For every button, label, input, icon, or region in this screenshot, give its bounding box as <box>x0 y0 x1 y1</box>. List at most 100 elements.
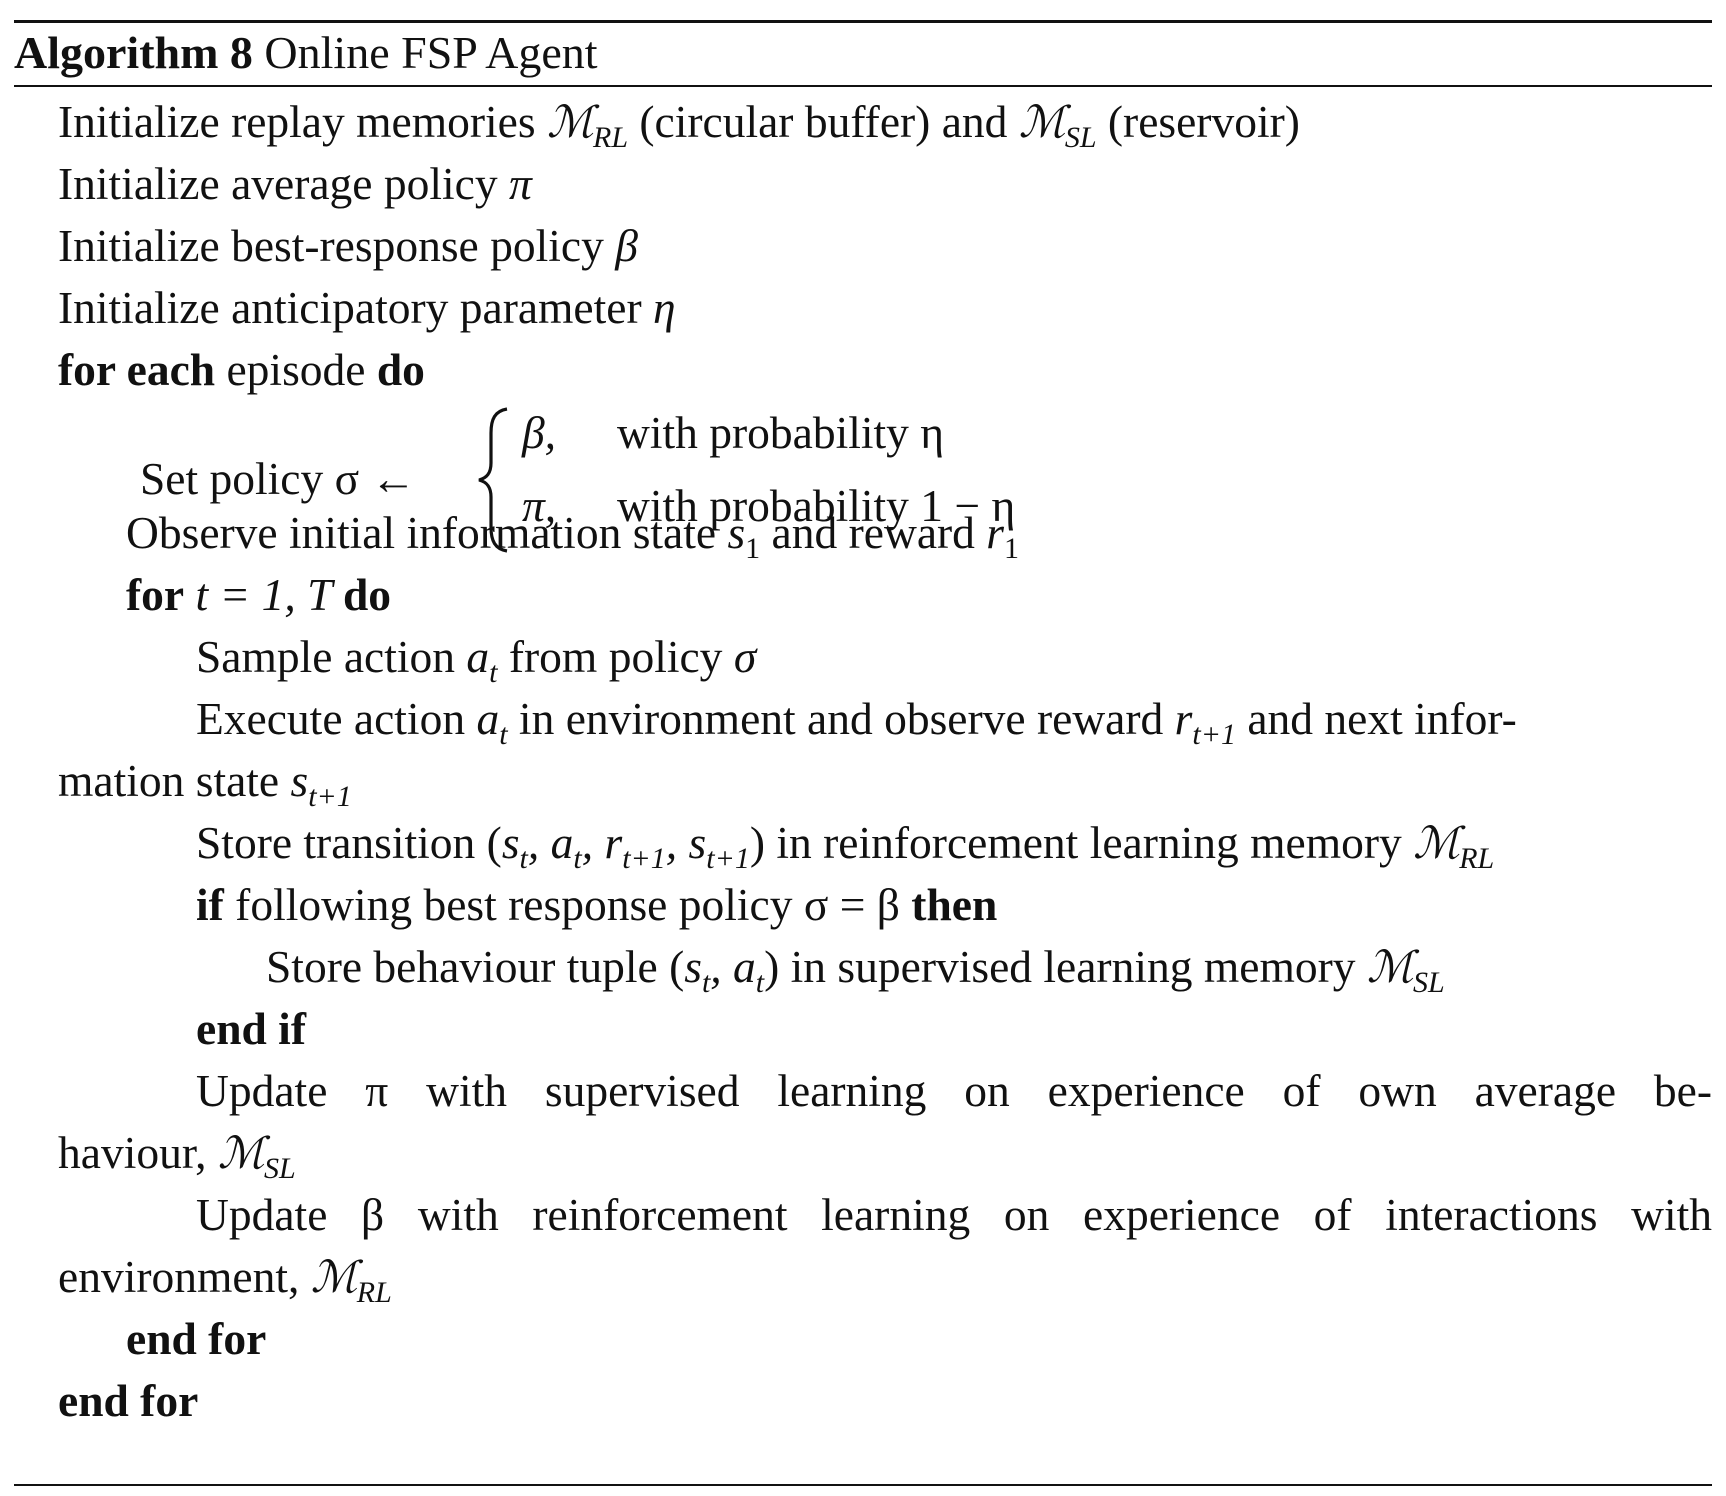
algo-line-19: environment, ℳRL <box>58 1251 392 1308</box>
algo-line-13: if following best response policy σ = β … <box>196 879 997 931</box>
line-text: ) in reinforcement learning memory <box>749 817 1414 868</box>
keyword: if <box>196 879 224 930</box>
algo-line-7: Observe initial information state s1 and… <box>126 507 1019 564</box>
keyword: end for <box>126 1313 267 1364</box>
math-var: a <box>466 631 490 682</box>
line-text: Initialize average policy <box>58 158 509 209</box>
subscript: RL <box>1459 842 1495 875</box>
subscript: t+1 <box>308 780 352 813</box>
memory-symbol: ℳ <box>310 1252 358 1303</box>
case-condition: with probability η <box>617 407 945 458</box>
memory-symbol: ℳ <box>1366 942 1414 993</box>
algo-line-8: for t = 1, T do <box>126 569 391 621</box>
top-rule <box>14 20 1712 23</box>
set-policy-label: Set policy σ ← <box>140 453 417 504</box>
keyword: do <box>376 344 425 395</box>
subscript: t+1 <box>706 842 750 875</box>
keyword: then <box>911 879 998 930</box>
line-text: Sample action <box>196 631 467 682</box>
algo-line-1: Initialize replay memories ℳRL (circular… <box>58 96 1300 153</box>
subscript: t <box>499 718 508 751</box>
subscript: t <box>755 966 765 999</box>
keyword: for each <box>58 344 216 395</box>
subscript: t+1 <box>622 842 666 875</box>
math-var: r <box>1174 693 1193 744</box>
math-var: , a <box>527 817 574 868</box>
subscript: 1 <box>1004 532 1020 565</box>
math-symbol: β <box>615 220 638 271</box>
math-var: s <box>727 507 746 558</box>
algo-line-11: mation state st+1 <box>58 755 352 812</box>
keyword: for <box>126 569 185 620</box>
line-text: and next infor- <box>1235 693 1517 744</box>
algorithm-title: Online FSP Agent <box>264 27 598 78</box>
keyword: end for <box>58 1375 199 1426</box>
algo-line-9: Sample action at from policy σ <box>196 631 757 688</box>
line-text: Initialize best-response policy <box>58 220 616 271</box>
line-text: environment, <box>58 1251 311 1302</box>
subscript: t <box>701 966 711 999</box>
memory-symbol: ℳ <box>1018 97 1066 148</box>
line-text: Initialize anticipatory parameter <box>58 282 653 333</box>
line-text: in environment and observe reward <box>507 693 1175 744</box>
subscript: t <box>519 842 528 875</box>
bottom-rule <box>14 1484 1712 1486</box>
math-var: a <box>476 693 500 744</box>
line-text: Store behaviour tuple ( <box>266 941 685 992</box>
caption-rule <box>14 85 1712 87</box>
subscript: t <box>573 842 582 875</box>
line-text: (circular buffer) and <box>628 96 1019 147</box>
algo-line-2: Initialize average policy π <box>58 158 532 210</box>
subscript: RL <box>593 121 629 154</box>
subscript: RL <box>356 1276 392 1309</box>
subscript: t <box>489 656 498 689</box>
algo-line-18: Update β with reinforcement learning on … <box>196 1189 1712 1241</box>
algo-line-4: Initialize anticipatory parameter η <box>58 282 676 334</box>
math-symbol: σ <box>733 631 757 682</box>
math-var: s <box>290 755 309 806</box>
line-text: ) in supervised learning memory <box>764 941 1367 992</box>
case-symbol: β, <box>522 407 557 458</box>
algo-line-20: end for <box>126 1313 266 1365</box>
algorithm-block: Algorithm 8 Online FSP Agent Initialize … <box>14 20 1714 1490</box>
line-text: following best response policy σ = β <box>223 879 912 930</box>
line-text: Execute action <box>196 693 477 744</box>
subscript: SL <box>263 1152 296 1185</box>
line-text: Update β with reinforcement learning on … <box>196 1189 1712 1240</box>
math-var: s <box>501 817 520 868</box>
math-var: s <box>684 941 702 992</box>
algorithm-label: Algorithm 8 <box>14 27 253 78</box>
subscript: 1 <box>745 532 761 565</box>
algo-line-15: end if <box>196 1003 306 1055</box>
math-var: r <box>986 507 1005 558</box>
line-text: (reservoir) <box>1096 96 1300 147</box>
set-policy-cases: Set policy σ ← β, with probability η π, … <box>140 405 1140 555</box>
subscript: SL <box>1412 966 1445 999</box>
subscript: SL <box>1064 121 1097 154</box>
math-var: , s <box>665 817 707 868</box>
algo-line-16: Update π with supervised learning on exp… <box>196 1065 1712 1117</box>
algo-line-3: Initialize best-response policy β <box>58 220 638 272</box>
memory-symbol: ℳ <box>1413 818 1460 869</box>
line-text: Observe initial information state <box>126 507 728 558</box>
line-text: and reward <box>760 507 987 558</box>
math-var: , r <box>581 817 623 868</box>
left-brace <box>478 407 508 553</box>
line-text: haviour, <box>58 1127 218 1178</box>
line-text: Initialize replay memories <box>58 96 547 147</box>
math-symbol: η <box>653 282 676 333</box>
algo-line-14: Store behaviour tuple (st, at) in superv… <box>266 941 1445 998</box>
keyword: end if <box>196 1003 306 1054</box>
algo-line-17: haviour, ℳSL <box>58 1127 296 1184</box>
algo-line-12: Store transition (st, at, rt+1, st+1) in… <box>196 817 1494 874</box>
algo-line-5: for each episode do <box>58 344 425 396</box>
line-text: Update π with supervised learning on exp… <box>196 1065 1712 1116</box>
memory-symbol: ℳ <box>546 97 594 148</box>
line-text: episode <box>215 344 377 395</box>
case-condition: with probability 1 − η <box>617 480 1016 531</box>
algorithm-caption: Algorithm 8 Online FSP Agent <box>14 24 598 82</box>
algo-line-10: Execute action at in environment and obs… <box>196 693 1517 750</box>
memory-symbol: ℳ <box>217 1128 265 1179</box>
math-expr: t = 1, T <box>184 569 343 620</box>
math-symbol: π <box>508 158 532 209</box>
